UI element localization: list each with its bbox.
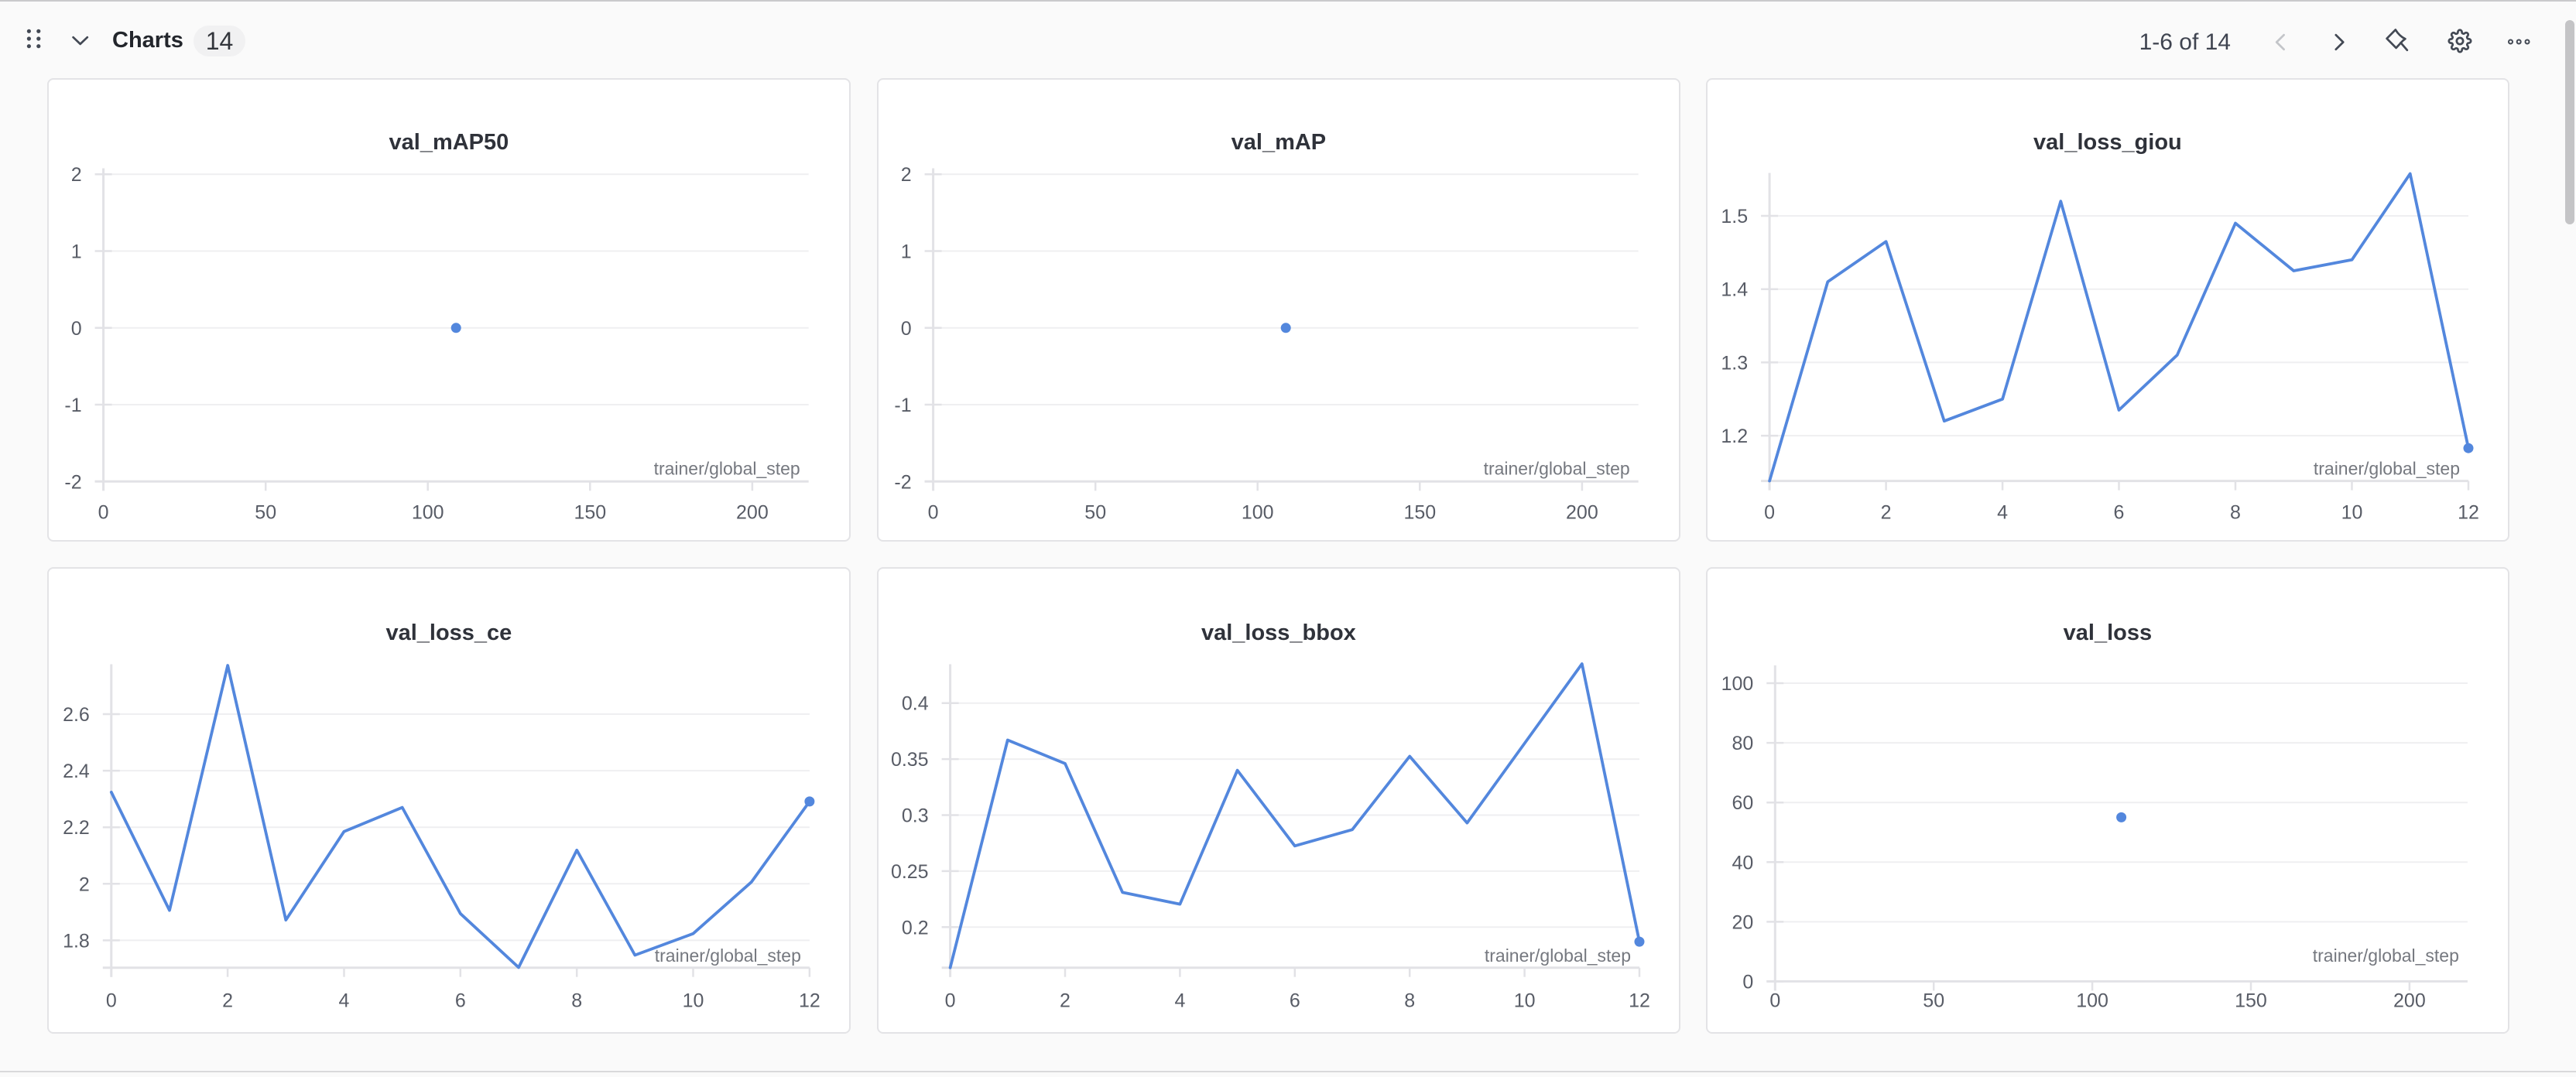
svg-text:0.3: 0.3 [902,805,929,826]
svg-text:val_mAP: val_mAP [1231,130,1325,155]
svg-text:12: 12 [2458,501,2479,523]
svg-text:0: 0 [944,990,955,1011]
svg-text:2: 2 [1881,501,1892,523]
svg-text:2: 2 [79,874,90,895]
svg-text:1: 1 [900,241,911,262]
svg-text:val_loss_giou: val_loss_giou [2033,130,2182,155]
svg-text:val_loss: val_loss [2064,621,2152,645]
svg-text:100: 100 [2077,990,2109,1011]
svg-text:0: 0 [900,317,911,339]
svg-text:-2: -2 [894,471,911,493]
svg-text:200: 200 [2393,990,2426,1011]
svg-text:10: 10 [1513,990,1535,1011]
svg-text:1.4: 1.4 [1721,279,1749,300]
svg-text:150: 150 [1403,501,1436,523]
svg-text:150: 150 [2235,990,2268,1011]
svg-text:4: 4 [339,990,350,1011]
svg-text:1.8: 1.8 [63,930,90,952]
svg-text:0: 0 [1765,501,1776,523]
svg-text:2.2: 2.2 [63,817,90,839]
svg-text:-1: -1 [64,394,81,415]
svg-text:0: 0 [106,990,117,1011]
svg-text:8: 8 [2230,501,2241,523]
svg-text:2: 2 [71,164,82,186]
svg-text:12: 12 [1629,990,1650,1011]
svg-text:val_loss_bbox: val_loss_bbox [1201,621,1356,645]
svg-text:trainer/global_step: trainer/global_step [2314,458,2460,478]
svg-text:1.5: 1.5 [1721,206,1749,227]
svg-text:1.3: 1.3 [1721,352,1749,374]
svg-text:8: 8 [1404,990,1415,1011]
svg-text:2.6: 2.6 [63,704,90,726]
svg-text:trainer/global_step: trainer/global_step [654,458,800,478]
svg-text:6: 6 [2114,501,2125,523]
svg-text:6: 6 [1290,990,1300,1011]
svg-text:0: 0 [1770,990,1781,1011]
svg-text:0: 0 [927,501,938,523]
svg-text:50: 50 [255,501,276,523]
svg-text:1: 1 [71,241,82,262]
svg-text:8: 8 [571,990,582,1011]
svg-text:100: 100 [1721,673,1754,695]
svg-text:50: 50 [1923,990,1945,1011]
svg-text:100: 100 [412,501,444,523]
svg-text:-1: -1 [894,394,911,415]
svg-text:val_loss_ce: val_loss_ce [386,621,512,645]
svg-text:10: 10 [2341,501,2363,523]
svg-text:val_mAP50: val_mAP50 [389,130,509,155]
svg-text:2: 2 [222,990,233,1011]
svg-text:0: 0 [71,317,82,339]
svg-text:6: 6 [455,990,466,1011]
svg-text:0.35: 0.35 [891,749,929,771]
svg-text:2: 2 [900,164,911,186]
svg-text:150: 150 [574,501,606,523]
svg-text:4: 4 [1998,501,2009,523]
svg-text:0.2: 0.2 [902,917,929,939]
svg-text:50: 50 [1084,501,1106,523]
svg-text:2.4: 2.4 [63,761,90,782]
svg-text:40: 40 [1732,852,1754,874]
svg-text:80: 80 [1732,733,1754,754]
svg-text:4: 4 [1174,990,1185,1011]
svg-text:12: 12 [799,990,820,1011]
svg-text:0.4: 0.4 [902,693,929,715]
svg-text:0.25: 0.25 [891,861,929,883]
svg-text:0: 0 [98,501,109,523]
svg-text:-2: -2 [64,471,81,493]
svg-text:2: 2 [1060,990,1070,1011]
svg-text:trainer/global_step: trainer/global_step [1483,458,1629,478]
svg-text:10: 10 [683,990,704,1011]
svg-text:1.2: 1.2 [1721,426,1749,447]
svg-text:100: 100 [1242,501,1274,523]
svg-text:trainer/global_step: trainer/global_step [2313,945,2459,966]
svg-text:60: 60 [1732,792,1754,814]
svg-text:trainer/global_step: trainer/global_step [655,945,801,966]
svg-text:200: 200 [736,501,769,523]
svg-text:200: 200 [1566,501,1598,523]
svg-text:0: 0 [1743,971,1754,993]
svg-text:20: 20 [1732,911,1754,933]
svg-text:trainer/global_step: trainer/global_step [1485,945,1631,966]
